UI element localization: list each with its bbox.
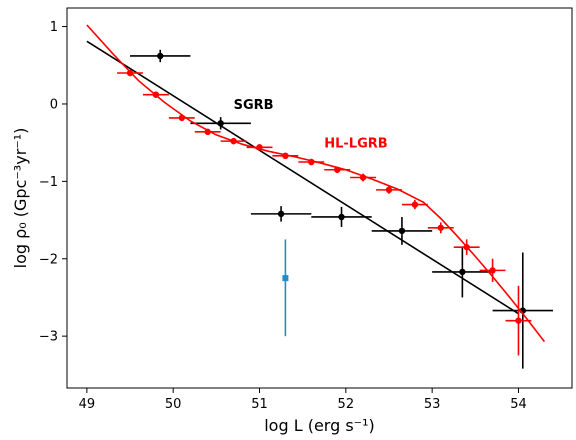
x-tick-label: 51	[251, 397, 268, 412]
series-0-point	[311, 206, 372, 228]
data-marker	[157, 52, 164, 60]
axis-ticks: 49 50 51 52 53 54 1 0 −1 −2 −3	[39, 20, 527, 412]
data-marker	[411, 201, 419, 208]
data-marker	[277, 210, 285, 218]
series-1-line	[86, 40, 519, 315]
data-marker	[282, 275, 289, 282]
series-2-point	[298, 158, 325, 166]
series-2-point	[350, 173, 377, 182]
data-marker	[515, 317, 522, 324]
series-2-point	[479, 258, 506, 282]
annotation-sgrb: SGRB	[234, 98, 274, 113]
data-marker	[126, 69, 134, 77]
x-axis-label: log L (erg s⁻¹)	[264, 416, 375, 435]
y-tick-label: −3	[39, 330, 58, 345]
data-marker	[489, 267, 496, 274]
x-tick-label: 50	[165, 397, 182, 412]
series-3-line	[86, 24, 546, 343]
y-tick-label: −1	[39, 175, 58, 190]
series-2-point	[117, 69, 143, 77]
data-marker	[459, 268, 466, 276]
x-tick-label: 54	[510, 397, 527, 412]
series-0-point	[130, 49, 191, 63]
series-0-point	[190, 117, 251, 130]
data-marker	[385, 186, 393, 194]
data-marker	[437, 224, 444, 231]
series-0-point	[492, 252, 554, 369]
data-marker	[398, 227, 406, 235]
data-marker	[338, 213, 345, 221]
series-2-point	[505, 285, 532, 356]
series-0-point	[250, 206, 312, 222]
series-0-point	[432, 246, 493, 298]
annotation-hl-lgrb: HL-LGRB	[324, 137, 387, 152]
axes-frame	[66, 7, 573, 389]
x-tick-label: 52	[338, 397, 355, 412]
x-tick-label: 53	[424, 397, 441, 412]
x-tick-label: 49	[79, 397, 96, 412]
y-axis-label: log ρ₀ (Gpc⁻³yr⁻¹)	[11, 128, 30, 269]
y-tick-label: 0	[50, 97, 58, 112]
y-tick-label: 1	[50, 20, 58, 35]
plot-area	[86, 24, 554, 369]
series-2-point	[401, 199, 428, 210]
y-tick-label: −2	[39, 252, 58, 267]
series-4-point	[282, 239, 289, 337]
